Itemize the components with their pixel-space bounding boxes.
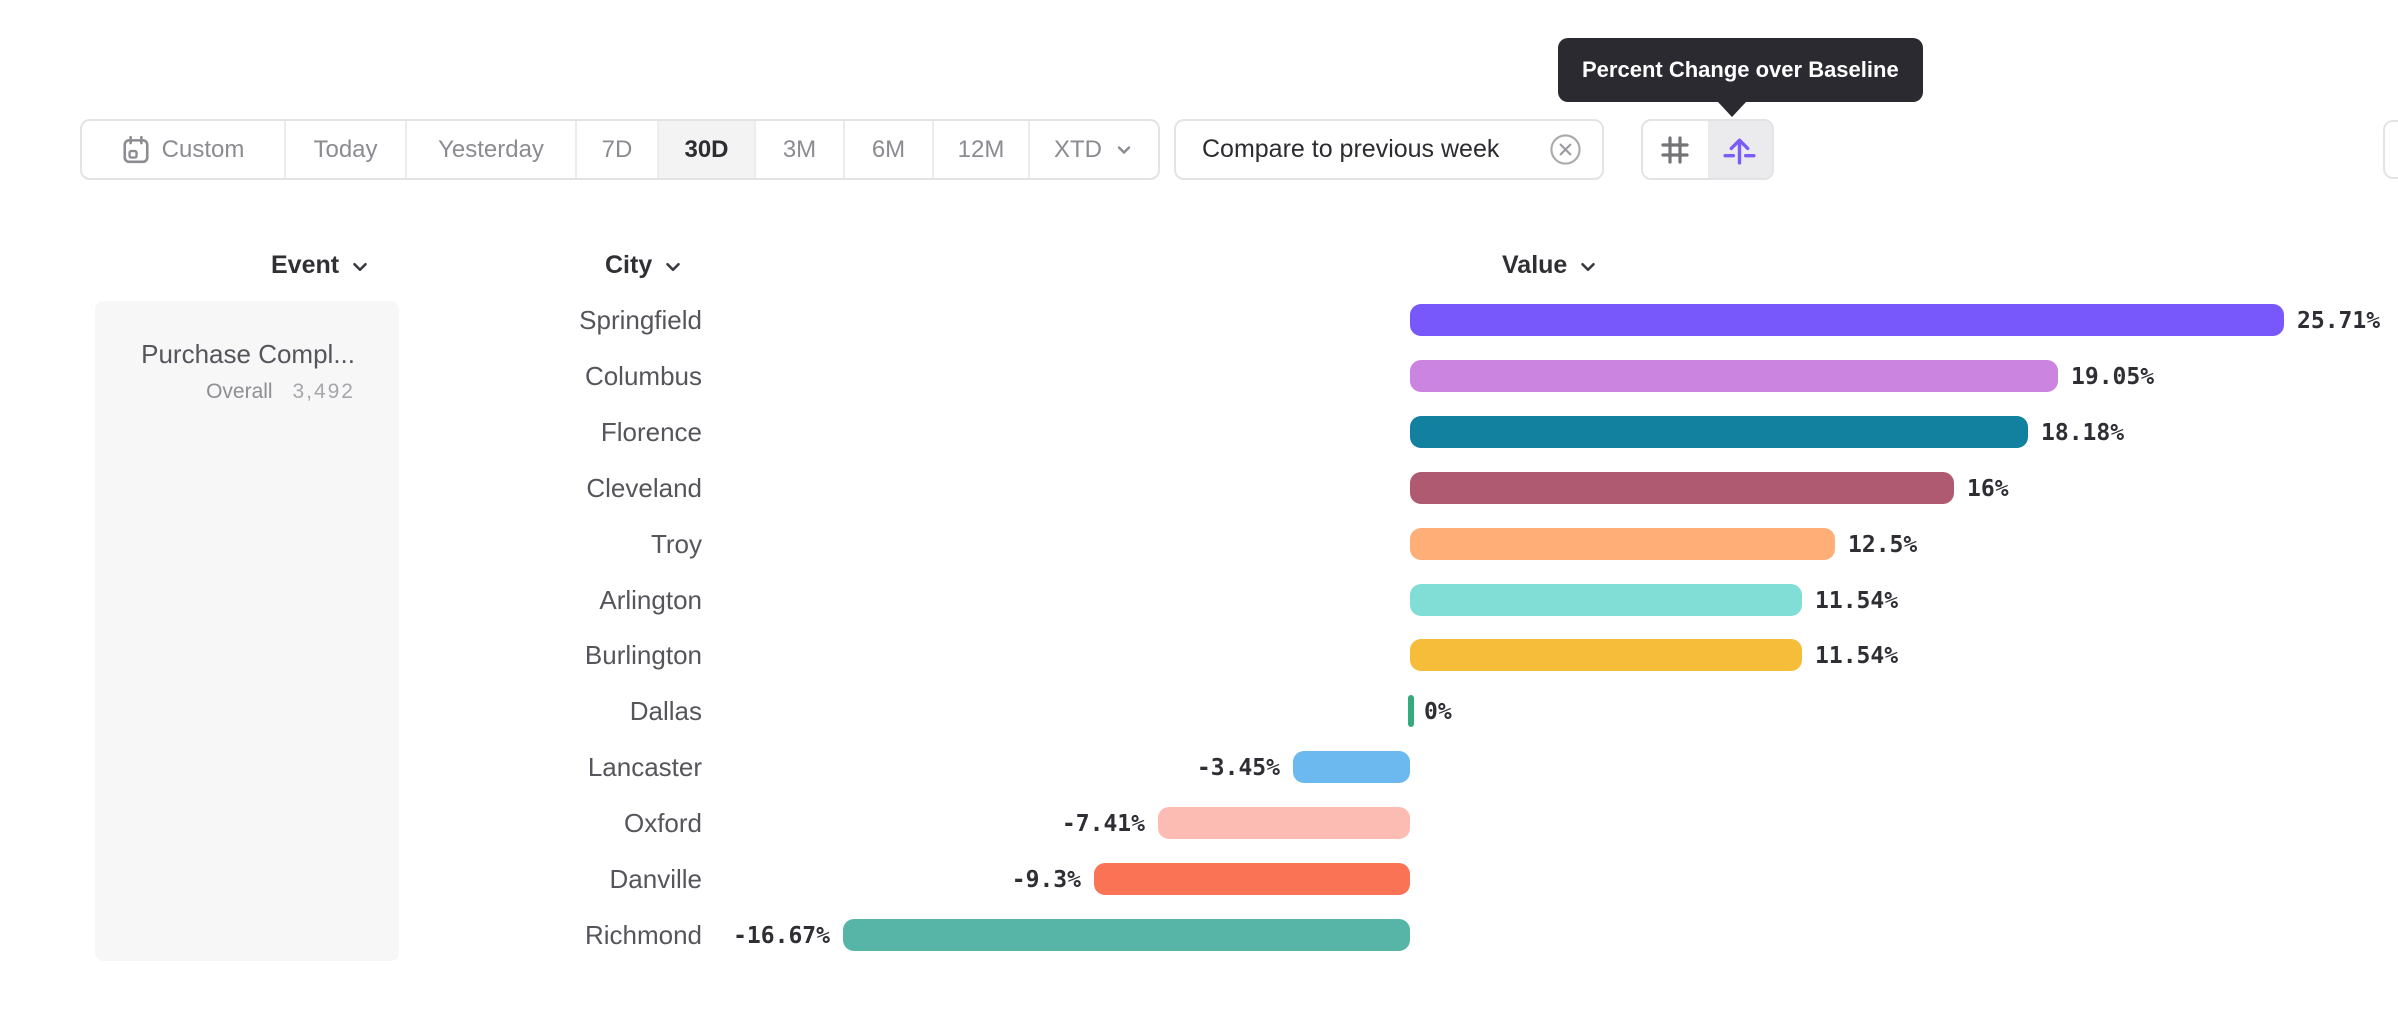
zero-tick-bar[interactable] (1408, 695, 1414, 728)
city-label: Richmond (584, 919, 702, 950)
value-label: 25.71% (2297, 308, 2381, 334)
value-bar[interactable] (1410, 527, 1835, 560)
value-label: 0% (1424, 699, 1452, 726)
chart-row: Springfield 25.71% (0, 292, 2398, 348)
event-overall-row: Overall 3,492 (95, 380, 355, 404)
tooltip: Percent Change over Baseline (1558, 38, 1923, 117)
column-header-event-label: Event (271, 250, 340, 279)
value-label: -16.67% (733, 922, 830, 949)
value-bar[interactable] (1410, 304, 2284, 336)
chart-row: Troy 12.5% (0, 516, 2398, 572)
overall-value: 3,492 (292, 380, 355, 403)
column-header-city-label: City (605, 250, 653, 279)
date-range-30d[interactable]: 30D (659, 121, 756, 178)
column-header-city[interactable]: City (605, 248, 684, 282)
chevron-down-icon (662, 253, 684, 278)
value-display-toggle (1641, 119, 1774, 180)
compare-to-previous-week-button[interactable]: Compare to previous week (1174, 119, 1604, 180)
value-label: 16% (1967, 475, 2009, 502)
value-bar[interactable] (1094, 863, 1410, 895)
value-bar[interactable] (1158, 807, 1410, 840)
chart-row: Arlington 11.54% (0, 572, 2398, 628)
city-label: Lancaster (587, 752, 702, 783)
value-label: -7.41% (1061, 811, 1145, 838)
date-range-label: 3M (782, 135, 817, 163)
chart-row: Cleveland 16% (0, 460, 2398, 516)
city-label: Danville (609, 864, 703, 894)
tooltip-text: Percent Change over Baseline (1582, 57, 1899, 82)
tooltip-arrow (1718, 102, 1746, 117)
date-range-3m[interactable]: 3M (756, 121, 845, 178)
value-label: 19.05% (2071, 363, 2155, 390)
clipped-right-edge-button[interactable] (2383, 120, 2398, 179)
chart-row: Lancaster -3.45% (0, 739, 2398, 795)
date-range-7d[interactable]: 7D (577, 121, 659, 178)
value-bar[interactable] (843, 918, 1410, 951)
date-range-xtd[interactable]: XTD (1030, 121, 1158, 178)
city-label: Troy (650, 528, 702, 559)
value-bar[interactable] (1410, 471, 1954, 504)
value-bar[interactable] (1410, 583, 1802, 616)
value-label: 11.54% (1815, 643, 1899, 670)
date-range-label: Today (313, 135, 378, 163)
date-range-label: 6M (871, 135, 906, 163)
value-label: 18.18% (2041, 419, 2125, 446)
city-label: Florence (600, 416, 702, 447)
chart-row: Oxford -7.41% (0, 795, 2398, 851)
chart-row: Florence 18.18% (0, 404, 2398, 460)
date-range-6m[interactable]: 6M (845, 121, 934, 178)
city-label: Burlington (584, 640, 702, 671)
city-label: Springfield (579, 305, 702, 335)
event-card[interactable]: Purchase Compl... Overall 3,492 (95, 301, 399, 961)
value-label: -3.45% (1196, 755, 1280, 782)
value-bar[interactable] (1410, 639, 1802, 672)
value-label: 11.54% (1815, 587, 1899, 614)
chevron-down-icon (1577, 253, 1599, 278)
value-label: 12.5% (1848, 531, 1918, 558)
column-header-event[interactable]: Event (271, 248, 371, 282)
date-range-label: 7D (601, 135, 633, 163)
city-label: Arlington (599, 584, 702, 615)
chart-row: Burlington 11.54% (0, 627, 2398, 683)
column-header-value[interactable]: Value (1502, 248, 1599, 282)
date-range-toolbar: Custom Today Yesterday 7D 30D 3M 6M 12M XTD (80, 119, 1160, 180)
calendar-icon (122, 135, 150, 165)
date-range-today[interactable]: Today (286, 121, 407, 178)
date-range-label: 12M (957, 135, 1005, 163)
baseline-arrow-icon (1721, 131, 1758, 168)
chart-row: Danville -9.3% (0, 851, 2398, 907)
value-bar[interactable] (1293, 751, 1410, 784)
column-header-value-label: Value (1502, 250, 1568, 279)
city-label: Cleveland (586, 472, 702, 503)
date-range-12m[interactable]: 12M (934, 121, 1030, 178)
value-label: -9.3% (1011, 867, 1081, 893)
compare-label: Compare to previous week (1202, 135, 1500, 163)
absolute-numbers-button[interactable] (1643, 121, 1708, 178)
chevron-down-icon (349, 253, 371, 278)
percent-change-over-baseline-button[interactable] (1707, 121, 1772, 178)
close-circle-icon[interactable] (1549, 133, 1582, 166)
date-range-label: Custom (161, 135, 245, 163)
date-range-yesterday[interactable]: Yesterday (407, 121, 577, 178)
city-label: Oxford (623, 808, 702, 839)
date-range-label: 30D (684, 135, 729, 163)
date-range-label: Yesterday (438, 135, 544, 163)
event-name: Purchase Compl... (141, 339, 355, 369)
date-range-custom[interactable]: Custom (82, 121, 286, 178)
chart-row: Richmond -16.67% (0, 907, 2398, 963)
date-range-label: XTD (1054, 135, 1102, 163)
city-label: Columbus (584, 360, 702, 391)
overall-label: Overall (206, 380, 273, 403)
chart-row: Dallas 0% (0, 683, 2398, 739)
city-label: Dallas (629, 696, 702, 727)
value-bar[interactable] (1410, 415, 2028, 448)
chevron-down-icon (1114, 140, 1134, 160)
value-bar[interactable] (1410, 359, 2058, 392)
hash-icon (1658, 133, 1692, 167)
chart-row: Columbus 19.05% (0, 348, 2398, 404)
